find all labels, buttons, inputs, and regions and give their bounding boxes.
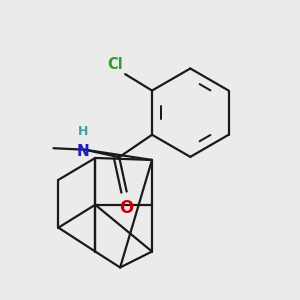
Text: N: N (77, 144, 90, 159)
Text: Cl: Cl (107, 57, 123, 72)
Text: O: O (119, 199, 134, 217)
Text: H: H (78, 125, 88, 138)
